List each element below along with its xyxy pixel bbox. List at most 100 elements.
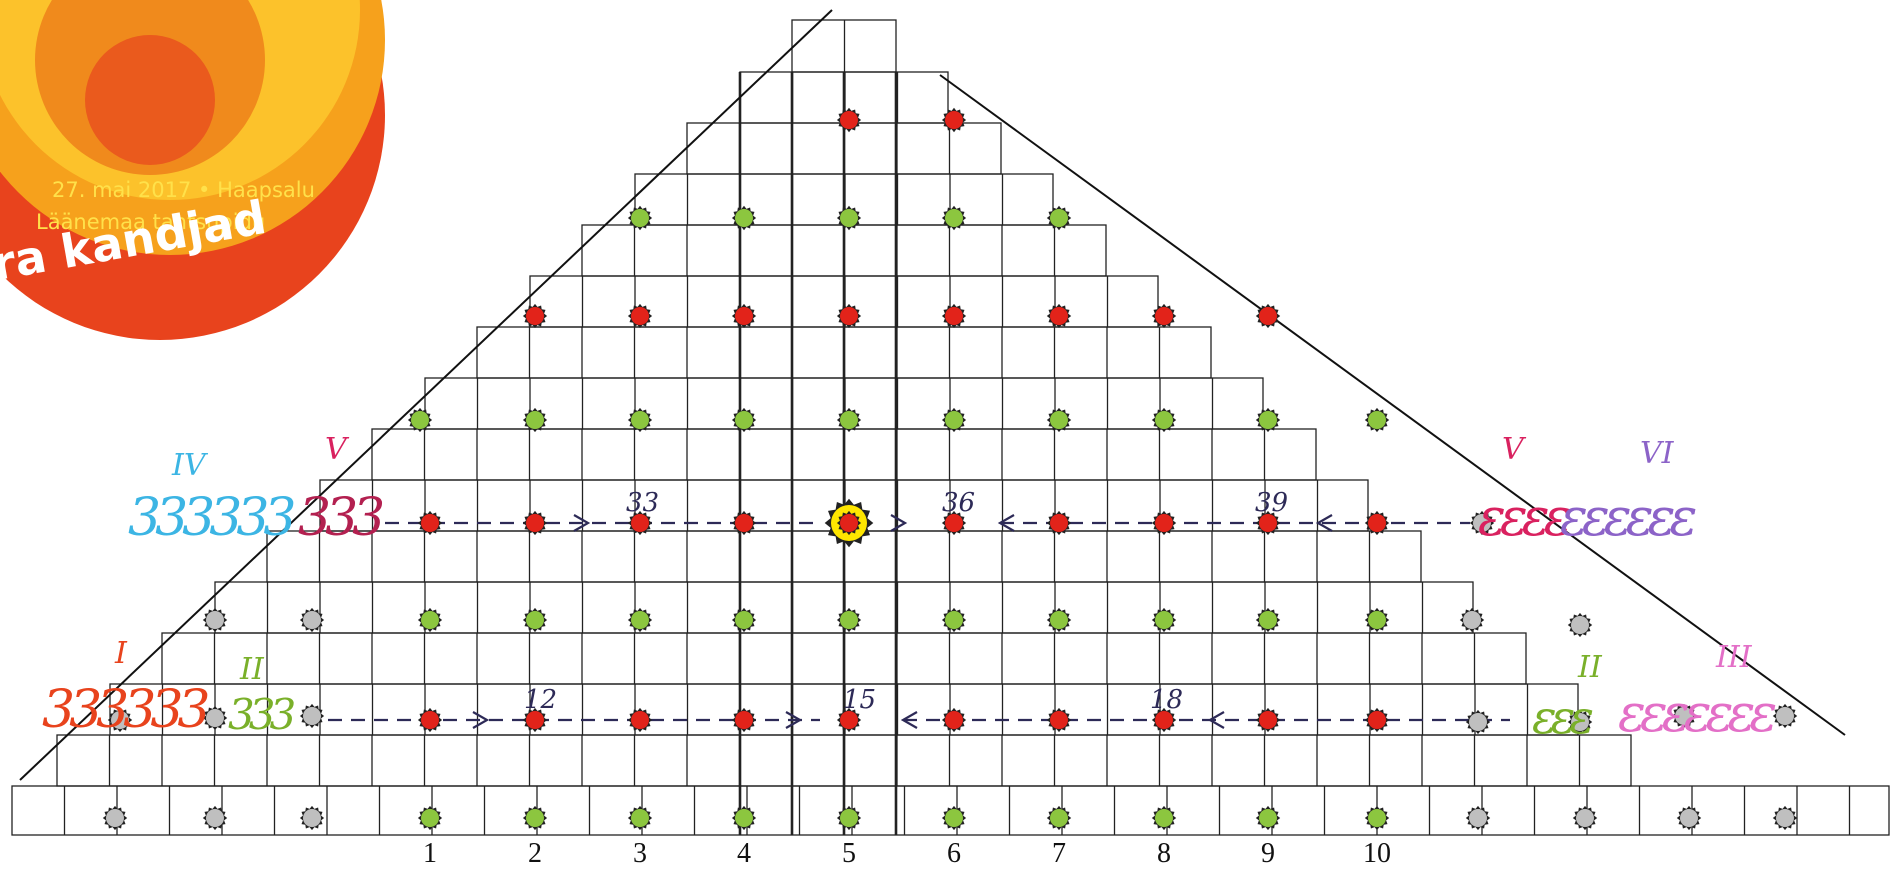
group-label-ii-right: II [1578,650,1602,685]
grey-dot [1469,809,1487,827]
red-dot [631,711,649,729]
column-number-10: 10 [1363,838,1391,869]
green-dot [411,411,429,429]
green-dot [1050,611,1068,629]
grey-dot [1776,809,1794,827]
grey-dot [206,709,224,727]
green-dot [1050,411,1068,429]
green-dot [1368,611,1386,629]
green-dot [421,809,439,827]
red-dot [631,514,649,532]
arrow-head [1315,514,1333,532]
green-dot [1155,809,1173,827]
green-dot [1155,611,1173,629]
dancer-number-15: 15 [843,685,877,715]
festival-logo [0,0,385,340]
grey-dot [303,809,321,827]
group-label-iii: III [1716,640,1752,675]
green-dot [1259,611,1277,629]
red-dot [526,514,544,532]
green-dot [945,611,963,629]
green-dot [1050,809,1068,827]
red-dot [1155,514,1173,532]
green-dot [945,809,963,827]
grey-dot [106,809,124,827]
dancer-markers [102,107,1798,831]
grey-dot [1680,809,1698,827]
dancer-number-12: 12 [524,685,558,715]
red-dot [421,711,439,729]
green-dot [1050,209,1068,227]
grey-dot [1571,616,1589,634]
group-label-iv: IV [172,448,206,483]
green-dot [631,209,649,227]
arrow-head [1207,711,1225,729]
column-number-9: 9 [1261,838,1275,869]
arrow-head [890,514,908,532]
red-dot [421,514,439,532]
grid-band [11,785,1890,836]
dancer-number-39: 39 [1255,488,1289,518]
grey-dot [206,611,224,629]
right-diagonal [939,74,1846,736]
red-dot [735,711,753,729]
red-dot [1259,514,1277,532]
green-dot [945,209,963,227]
green-dot [840,209,858,227]
green-dot [526,809,544,827]
column-number-2: 2 [528,838,542,869]
green-dot [631,809,649,827]
red-dot [945,307,963,325]
green-dot [945,411,963,429]
green-dot [1368,809,1386,827]
red-dot [735,307,753,325]
column-number-6: 6 [947,838,961,869]
red-dot [1259,711,1277,729]
red-dot [526,711,544,729]
grey-dot [206,809,224,827]
group-marks-iv: 333333 [128,488,296,548]
group-label-v-right: V [1502,432,1524,467]
green-dot [735,611,753,629]
grey-dot [1675,707,1693,725]
arrow-head [997,514,1015,532]
group-marks-v-left: 333 [298,488,385,548]
column-number-3: 3 [633,838,647,869]
arrow-head [785,711,803,729]
column-number-4: 4 [737,838,751,869]
green-dot [1368,411,1386,429]
red-dot [1155,307,1173,325]
red-dot [840,111,858,129]
left-diagonal [19,9,833,781]
logo-date-text: 27. mai 2017 • Haapsalu [52,178,315,202]
arrow-head [472,711,490,729]
logo-event-text: Läänemaa tantsupidu [36,210,266,234]
grey-dot [1776,707,1794,725]
green-dot [840,611,858,629]
green-dot [735,209,753,227]
green-dot [631,411,649,429]
green-dot [1155,411,1173,429]
red-dot [840,711,858,729]
red-dot [1368,514,1386,532]
column-number-7: 7 [1052,838,1066,869]
red-dot [1259,307,1277,325]
group-marks-ii-left: 333 [228,690,296,739]
red-dot [526,307,544,325]
movement-arrows [328,514,1510,729]
red-dot [735,514,753,532]
column-number-1: 1 [423,838,437,869]
center-red-dot [840,514,858,532]
red-dot [1050,307,1068,325]
grey-dot [1469,713,1487,731]
green-dot [631,611,649,629]
arrow-head [573,514,591,532]
triangle-outline [19,9,1846,781]
red-dot [840,307,858,325]
green-dot [735,809,753,827]
group-label-i: I [115,636,127,671]
group-marks-v-right: εεεε [1478,488,1572,548]
green-dot [421,611,439,629]
dancer-number-36: 36 [942,488,976,518]
